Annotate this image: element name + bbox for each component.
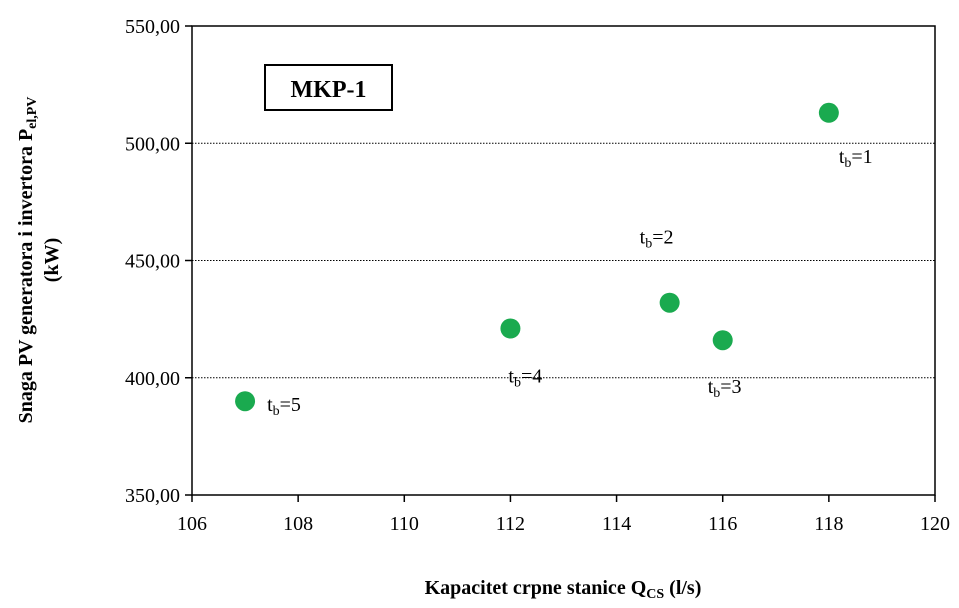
ticks-layer: [185, 25, 936, 502]
y-axis-title-line2: (kW): [41, 238, 63, 282]
x-tick-label: 120: [920, 513, 950, 535]
point-label: tb=3: [708, 376, 742, 401]
point-label: tb=5: [267, 394, 301, 419]
x-tick-label: 118: [814, 513, 843, 535]
x-tick-label: 106: [177, 513, 207, 535]
y-axis-title: Snaga PV generatora i invertora Pel,PV (…: [15, 97, 63, 424]
data-point: [500, 318, 521, 339]
x-tick-label: 108: [283, 513, 313, 535]
y-tick-label: 550,00: [125, 16, 180, 38]
x-tick-label: 116: [708, 513, 737, 535]
data-points: [235, 102, 839, 412]
point-label: tb=2: [640, 227, 674, 252]
series-box-label: MKP-1: [264, 64, 393, 111]
grid-layer: [192, 142, 935, 379]
x-tick-label: 110: [390, 513, 419, 535]
x-axis-title: Kapacitet crpne stanice QCS (l/s): [425, 577, 702, 602]
point-label: tb=4: [508, 366, 542, 391]
point-annotations: tb=1 tb=2 tb=3 tb=4 tb=5: [267, 146, 873, 419]
tick-labels: 350,00 400,00 450,00 500,00 550,00 106 108 110 1…: [125, 16, 950, 535]
y-tick-label: 400,00: [125, 368, 180, 390]
point-label: tb=1: [839, 146, 873, 171]
y-tick-label: 450,00: [125, 251, 180, 273]
x-tick-label: 114: [602, 513, 631, 535]
box-label-text: MKP-1: [291, 77, 367, 103]
y-tick-label: 500,00: [125, 133, 180, 155]
data-point: [818, 102, 839, 123]
data-point: [235, 391, 256, 412]
y-tick-label: 350,00: [125, 485, 180, 507]
x-tick-label: 112: [496, 513, 525, 535]
data-point: [659, 292, 680, 313]
y-axis-title-line1: Snaga PV generatora i invertora Pel,PV: [15, 97, 40, 424]
data-point: [712, 330, 733, 351]
